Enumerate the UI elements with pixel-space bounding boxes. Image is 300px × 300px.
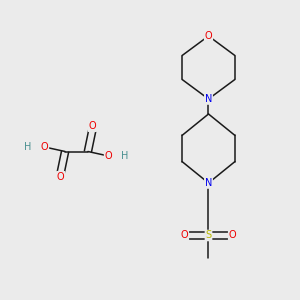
Text: O: O: [181, 230, 188, 241]
Text: H: H: [24, 142, 32, 152]
Text: O: O: [41, 142, 48, 152]
Text: O: O: [105, 151, 112, 161]
Text: N: N: [205, 178, 212, 188]
Text: N: N: [205, 94, 212, 104]
Text: S: S: [206, 230, 212, 241]
Text: O: O: [205, 31, 212, 41]
Text: O: O: [229, 230, 236, 241]
Text: O: O: [88, 121, 96, 131]
Text: H: H: [121, 151, 129, 161]
Text: O: O: [57, 172, 64, 182]
